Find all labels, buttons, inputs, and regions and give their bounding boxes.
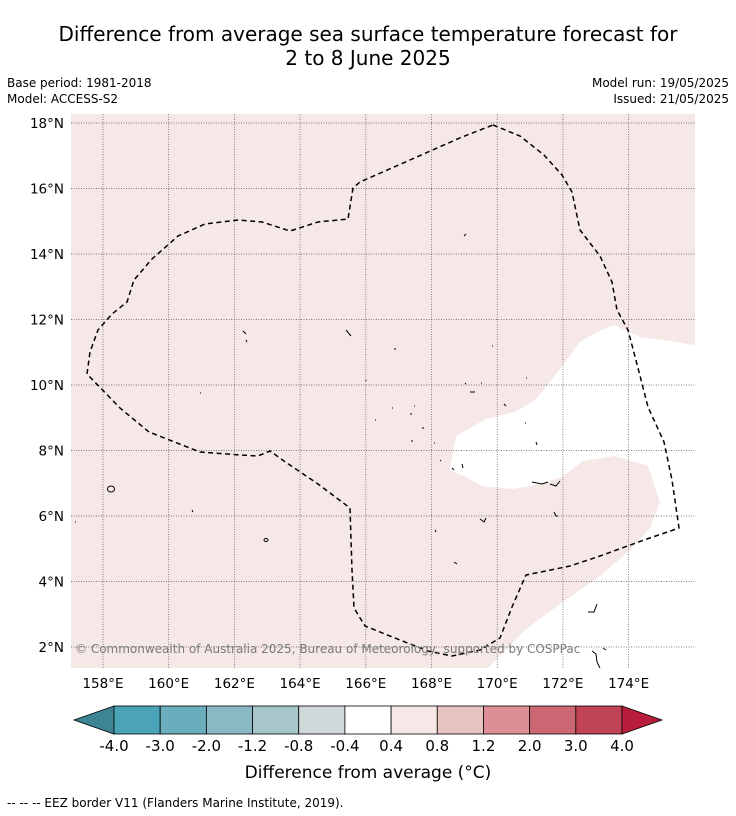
lon-label: 160°E [148, 676, 189, 692]
lon-label: 168°E [411, 676, 452, 692]
colorbar-tick-label: -0.8 [284, 737, 313, 755]
colorbar-tick-label: 0.8 [425, 737, 449, 755]
colorbar-tick-label: -0.4 [330, 737, 359, 755]
islands [75, 233, 607, 669]
base-period-text: Base period: 1981-2018 [7, 76, 152, 90]
colorbar-swatch [298, 705, 346, 735]
lon-label: 162°E [214, 676, 255, 692]
colorbar-tick-label: -3.0 [146, 737, 175, 755]
colorbar-swatch [390, 705, 438, 735]
colorbar-tick-label: 2.0 [518, 737, 542, 755]
lon-label: 174°E [608, 676, 649, 692]
lat-label: 4°N [39, 575, 64, 591]
lon-label: 172°E [542, 676, 583, 692]
meta-left: Base period: 1981-2018 Model: ACCESS-S2 [7, 75, 152, 107]
title-line-2: 2 to 8 June 2025 [285, 46, 451, 70]
lon-label: 164°E [280, 676, 321, 692]
colorbar-swatch [252, 705, 300, 735]
model-text: Model: ACCESS-S2 [7, 92, 119, 106]
map-title: Difference from average sea surface temp… [0, 22, 736, 70]
colorbar-swatch [159, 705, 207, 735]
colorbar-tick-label: -4.0 [99, 737, 128, 755]
lat-label: 10°N [30, 378, 64, 394]
colorbar-tick-label: 0.4 [379, 737, 403, 755]
colorbar-low-extend [72, 705, 115, 735]
latitude-labels: 18°N 16°N 14°N 12°N 10°N 8°N 6°N 4°N 2°N [30, 116, 64, 656]
longitude-labels: 158°E 160°E 162°E 164°E 166°E 168°E 170°E 172°E… [82, 676, 649, 692]
colorbar-swatch [436, 705, 484, 735]
lon-label: 170°E [477, 676, 518, 692]
colorbar-tick-label: 3.0 [564, 737, 588, 755]
lat-label: 2°N [39, 640, 64, 656]
copyright-text: © Commonwealth of Australia 2025, Bureau… [75, 642, 580, 656]
lon-label: 158°E [82, 676, 123, 692]
colorbar: -4.0 -3.0 -2.0 -1.2 -0.8 -0.4 0.4 0.8 1.2 2.0 3.0 4… [72, 705, 664, 755]
colorbar-tick-label: -1.2 [238, 737, 267, 755]
colorbar-tick-label: -2.0 [192, 737, 221, 755]
colorbar-swatch [529, 705, 577, 735]
lat-label: 18°N [30, 116, 64, 132]
lat-label: 14°N [30, 247, 64, 263]
neutral-anomaly-region [450, 325, 695, 668]
lat-label: 12°N [30, 313, 64, 329]
colorbar-swatch [575, 705, 623, 735]
title-line-1: Difference from average sea surface temp… [58, 22, 678, 46]
lat-label: 6°N [39, 509, 64, 525]
lat-label: 8°N [39, 444, 64, 460]
colorbar-swatch [205, 705, 253, 735]
colorbar-swatch [483, 705, 531, 735]
eez-border [86, 124, 680, 657]
model-run-text: Model run: 19/05/2025 [591, 76, 729, 90]
colorbar-tick-label: 4.0 [610, 737, 634, 755]
colorbar-tick-label: 1.2 [472, 737, 496, 755]
lon-label: 166°E [345, 676, 386, 692]
eez-legend-text: -- -- -- EEZ border V11 (Flanders Marine… [7, 796, 344, 810]
lat-label: 16°N [30, 182, 64, 198]
colorbar-high-extend [621, 705, 664, 735]
colorbar-swatch [344, 705, 392, 735]
issued-text: Issued: 21/05/2025 [613, 92, 729, 106]
colorbar-title: Difference from average (°C) [244, 763, 492, 783]
map-frame: © Commonwealth of Australia 2025, Bureau… [71, 114, 695, 669]
meta-right: Model run: 19/05/2025 Issued: 21/05/2025 [592, 75, 729, 107]
graticule [71, 114, 695, 668]
colorbar-swatch [113, 705, 161, 735]
